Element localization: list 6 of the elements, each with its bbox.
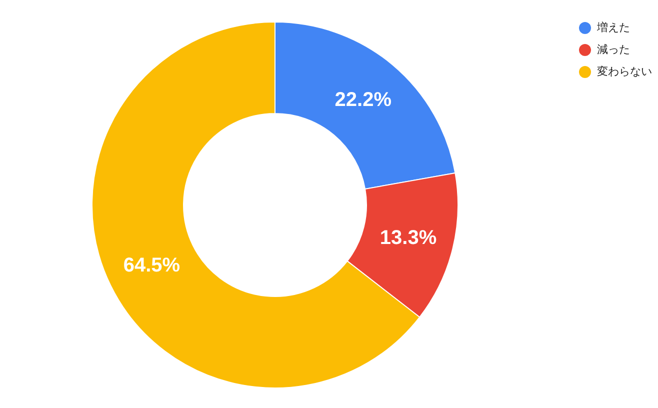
legend-label: 減った — [597, 43, 630, 56]
legend-label: 変わらない — [597, 65, 652, 78]
legend-label: 増えた — [596, 21, 630, 34]
data-label: 13.3% — [380, 226, 437, 249]
data-label: 22.2% — [334, 88, 392, 111]
data-label: 64.5% — [123, 254, 180, 276]
